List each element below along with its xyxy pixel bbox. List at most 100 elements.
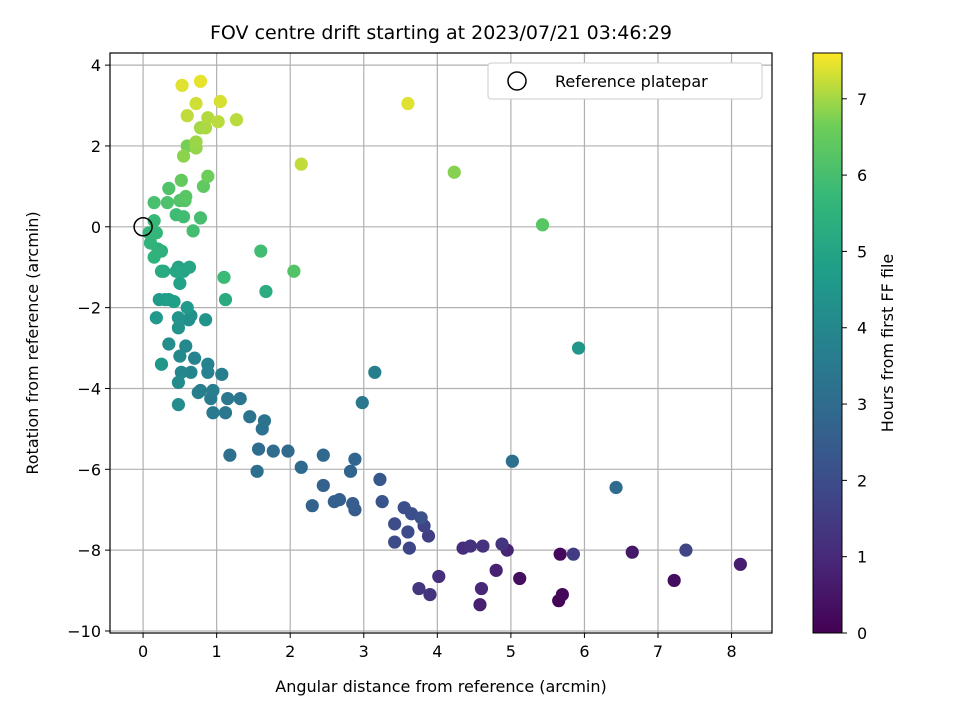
data-point xyxy=(316,478,330,493)
y-tick-label: 0 xyxy=(91,218,101,237)
colorbar-tick-label: 4 xyxy=(857,319,867,338)
chart-title: FOV centre drift starting at 2023/07/21 … xyxy=(210,22,672,44)
legend-box xyxy=(487,62,763,100)
x-tick-label: 1 xyxy=(212,642,222,661)
y-tick-label: 4 xyxy=(91,56,101,75)
data-point xyxy=(174,365,188,379)
y-tick-label: −6 xyxy=(77,460,101,479)
data-point xyxy=(171,375,186,390)
data-point xyxy=(206,406,220,420)
data-point xyxy=(147,195,161,210)
reference-platepar-marker xyxy=(133,217,153,237)
data-point xyxy=(343,464,358,478)
data-point xyxy=(401,525,415,539)
data-point xyxy=(553,547,567,561)
data-point xyxy=(287,264,301,278)
data-point xyxy=(679,543,693,557)
data-point xyxy=(213,94,227,109)
data-point xyxy=(476,539,490,553)
grid-lines xyxy=(110,53,772,633)
y-axis-label: Rotation from reference (arcmin) xyxy=(23,211,42,474)
data-point xyxy=(201,169,215,183)
data-point xyxy=(199,121,213,135)
y-tick-label: −10 xyxy=(67,622,101,641)
data-points xyxy=(142,74,747,612)
data-point xyxy=(316,448,330,462)
data-point xyxy=(160,195,174,210)
data-point xyxy=(173,276,187,290)
data-point xyxy=(217,270,231,284)
data-point xyxy=(505,454,519,468)
data-point xyxy=(215,367,229,381)
colorbar-label: Hours from first FF file xyxy=(878,254,897,433)
colorbar-tick-label: 7 xyxy=(857,90,867,109)
data-point xyxy=(206,383,220,398)
x-tick-label: 5 xyxy=(506,642,516,661)
data-point xyxy=(254,244,268,258)
legend-label: Reference platepar xyxy=(555,72,708,91)
data-point xyxy=(174,173,188,187)
data-point xyxy=(625,545,639,559)
data-point xyxy=(189,96,203,111)
data-point xyxy=(176,210,191,224)
data-point xyxy=(176,149,191,163)
data-point xyxy=(201,357,215,371)
data-point xyxy=(187,351,202,365)
data-point xyxy=(201,111,215,125)
data-point xyxy=(473,598,487,612)
data-point xyxy=(223,448,237,462)
x-tick-label: 3 xyxy=(359,642,369,661)
data-point xyxy=(259,284,273,299)
data-point xyxy=(167,294,181,309)
colorbar-tick-label: 6 xyxy=(857,166,867,185)
data-point xyxy=(193,74,208,88)
reference-point xyxy=(133,217,153,237)
data-point xyxy=(169,264,183,278)
data-point xyxy=(346,497,360,511)
y-tick-label: −4 xyxy=(77,379,101,398)
colorbar-tick-label: 2 xyxy=(857,471,867,490)
data-point xyxy=(173,349,187,363)
y-axis-ticks: −10 −8 −6 −4 −2 0 2 4 xyxy=(67,56,110,641)
data-point xyxy=(218,292,233,307)
data-point xyxy=(327,495,341,509)
data-point xyxy=(388,517,402,531)
data-point xyxy=(171,311,186,325)
data-point xyxy=(147,250,161,264)
data-point xyxy=(571,341,586,355)
data-point xyxy=(355,396,369,410)
y-tick-label: −8 xyxy=(77,541,101,560)
data-point xyxy=(281,444,295,458)
colorbar-gradient xyxy=(812,52,843,634)
data-point xyxy=(171,321,186,335)
y-tick-label: 2 xyxy=(91,137,101,156)
data-point xyxy=(667,573,681,588)
x-tick-label: 8 xyxy=(726,642,736,661)
data-point xyxy=(199,313,213,327)
data-point xyxy=(221,391,235,406)
data-point xyxy=(305,499,319,513)
colorbar-tick-label: 0 xyxy=(857,624,867,643)
data-point xyxy=(179,189,193,204)
data-point xyxy=(229,113,244,127)
x-tick-label: 6 xyxy=(579,642,589,661)
colorbar-tick-label: 1 xyxy=(857,548,867,567)
colorbar-tick-label: 3 xyxy=(857,395,867,414)
data-point xyxy=(143,236,158,250)
x-tick-label: 4 xyxy=(432,642,442,661)
data-point xyxy=(474,581,489,596)
x-tick-label: 2 xyxy=(285,642,295,661)
data-point xyxy=(251,442,266,456)
data-point xyxy=(175,78,189,92)
data-point xyxy=(348,452,362,466)
data-point xyxy=(180,301,194,315)
data-point xyxy=(193,211,208,225)
x-axis-label: Angular distance from reference (arcmin) xyxy=(275,677,606,696)
data-point xyxy=(294,157,308,171)
data-point xyxy=(401,96,415,111)
colorbar-tick-label: 5 xyxy=(857,242,867,261)
data-point xyxy=(294,460,308,474)
data-point xyxy=(495,537,509,551)
y-tick-label: −2 xyxy=(77,299,101,318)
